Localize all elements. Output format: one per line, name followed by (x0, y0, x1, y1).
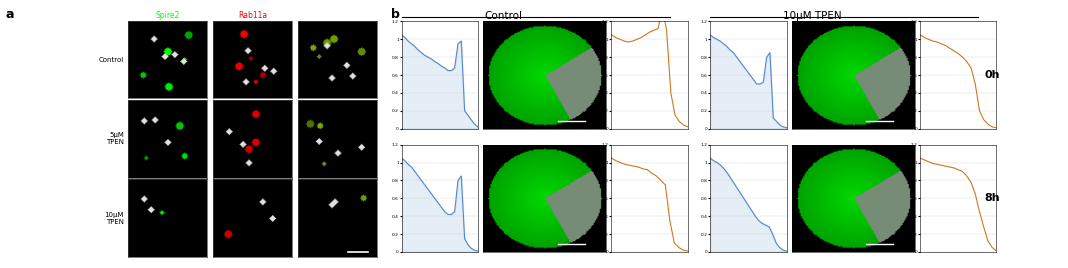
Text: 10μM TPEN: 10μM TPEN (783, 11, 842, 21)
Title: Merge: Merge (326, 11, 349, 20)
Y-axis label: Control: Control (98, 57, 124, 62)
Text: 0h: 0h (985, 70, 1000, 80)
Text: b: b (391, 8, 399, 21)
Text: 8h: 8h (985, 193, 1000, 203)
Y-axis label: 10μM
TPEN: 10μM TPEN (105, 212, 124, 225)
Text: a: a (5, 8, 14, 21)
Text: Control: Control (485, 11, 522, 21)
Y-axis label: 5μM
TPEN: 5μM TPEN (106, 132, 124, 146)
Title: Spire2: Spire2 (155, 11, 179, 20)
Title: Rab11a: Rab11a (238, 11, 267, 20)
